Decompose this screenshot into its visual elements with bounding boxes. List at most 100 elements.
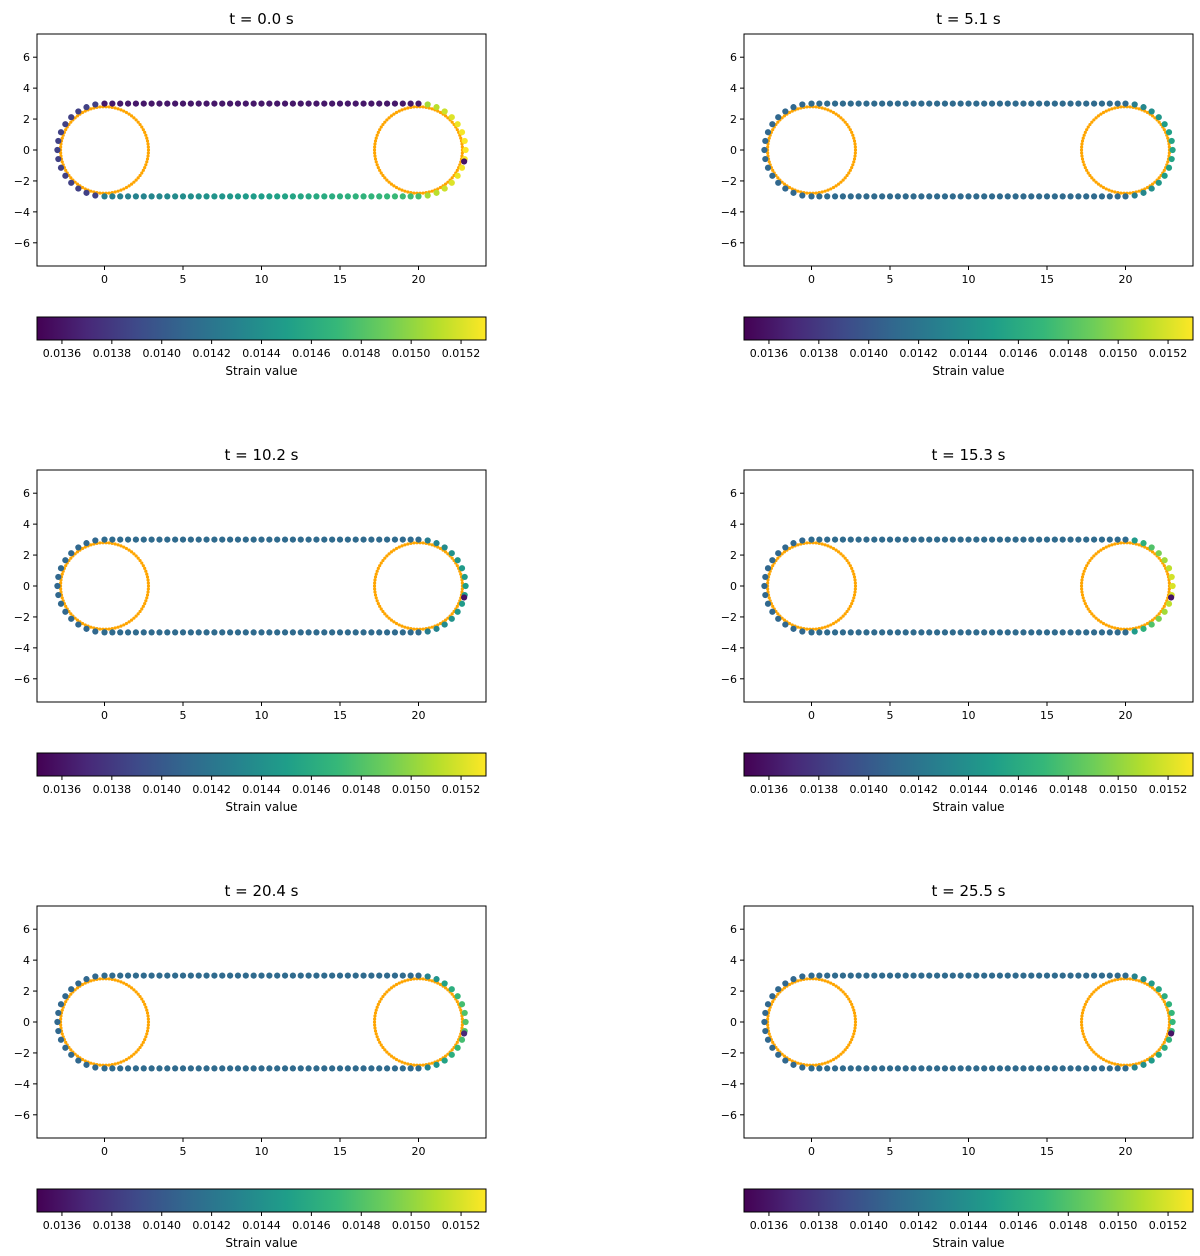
belt-point-right-arc — [1155, 615, 1162, 622]
belt-point-bottom — [1059, 1065, 1066, 1072]
axes-frame — [743, 33, 1194, 267]
pulley-point — [89, 107, 93, 111]
belt-point-top — [242, 536, 249, 543]
pulley-point — [1083, 1002, 1087, 1006]
pulley-point — [113, 1062, 117, 1066]
belt-point-left-arc — [57, 1001, 65, 1008]
pulley-point — [814, 105, 818, 109]
pulley-point — [834, 548, 838, 552]
colorbar-label: Strain value — [225, 364, 297, 378]
pulley-point — [1128, 977, 1132, 981]
pulley-point — [385, 614, 389, 618]
pulley-point — [771, 128, 775, 132]
pulley-point — [841, 118, 845, 122]
pulley-point — [385, 118, 389, 122]
pulley-point — [381, 173, 385, 178]
belt-point-bottom — [824, 193, 831, 200]
belt-point-top — [313, 972, 320, 979]
pulley-point — [796, 625, 800, 629]
pulley-point — [1099, 984, 1103, 988]
pulley-point — [141, 128, 145, 132]
pulley-point — [1080, 1011, 1085, 1015]
colorbar-tick-label: 0.0152 — [1149, 1219, 1188, 1232]
pulley-point — [787, 185, 792, 190]
belt-point-bottom — [179, 193, 187, 200]
belt-point-bottom — [383, 193, 391, 200]
pulley-point — [790, 109, 794, 113]
pulley-point — [83, 187, 87, 191]
pulley-point — [836, 618, 841, 622]
belt-point-right-arc — [1168, 1009, 1175, 1017]
pulley-point — [381, 609, 385, 614]
pulley-point — [1096, 986, 1101, 990]
pulley-point — [383, 556, 387, 560]
belt-point-left-arc — [799, 101, 806, 108]
belt-point-left-arc — [762, 591, 769, 599]
belt-point-top — [321, 972, 328, 979]
belt-point-top — [336, 536, 344, 543]
belt-point-bottom — [886, 193, 894, 200]
pulley-point — [767, 1008, 771, 1012]
y-tick-label: 2 — [23, 549, 30, 562]
belt-point-bottom — [195, 1065, 202, 1072]
pulley-point — [839, 116, 843, 120]
pulley-point — [116, 1061, 120, 1065]
belt-point-bottom — [266, 193, 273, 200]
belt-point-right-arc — [1148, 544, 1155, 551]
pulley-point — [146, 154, 150, 158]
pulley-point — [853, 142, 857, 146]
colorbar-tick-label: 0.0150 — [1099, 783, 1138, 796]
pulley-point — [1080, 151, 1084, 155]
belt-point-top — [973, 972, 980, 979]
belt-point-left-arc — [782, 1057, 789, 1064]
belt-point-left-arc — [762, 573, 769, 581]
belt-point-bottom — [289, 629, 296, 636]
pulley-point — [796, 1061, 800, 1065]
y-tick-label: 6 — [23, 51, 30, 64]
pulley-point — [389, 550, 394, 554]
pulley-point — [460, 1017, 464, 1021]
belt-point-top — [1083, 100, 1090, 107]
pulley-point — [406, 106, 410, 110]
x-tick-label: 5 — [180, 1145, 187, 1158]
belt-point-bottom — [957, 1065, 964, 1072]
pulley-point — [1086, 1043, 1090, 1047]
colorbar-tick-label: 0.0144 — [242, 347, 281, 360]
pulley-point — [443, 986, 448, 990]
pulley-point — [1080, 154, 1084, 158]
pulley-point — [146, 578, 150, 582]
x-tick-label: 0 — [808, 709, 815, 722]
pulley-point — [1157, 176, 1161, 180]
pulley-point — [136, 1048, 140, 1052]
belt-point-top — [187, 536, 194, 543]
belt-point-right-arc — [448, 179, 455, 186]
pulley-point — [853, 1020, 858, 1024]
pulley-point — [767, 136, 771, 140]
pulley-point — [134, 554, 138, 558]
belt-point-bottom — [855, 193, 862, 200]
pulley-point — [140, 1043, 144, 1047]
belt-point-top — [305, 100, 312, 107]
belt-point-top — [297, 100, 304, 107]
belt-point-top — [879, 100, 886, 107]
belt-point-right-arc — [1165, 600, 1173, 607]
belt-point-top — [258, 100, 265, 107]
belt-point-right-arc — [1161, 993, 1168, 1000]
belt-point-top — [1090, 100, 1098, 107]
belt-point-bottom — [195, 193, 202, 200]
belt-point-bottom — [211, 629, 218, 636]
pulley-point — [119, 108, 123, 112]
pulley-point — [1101, 185, 1106, 190]
belt-point-right-arc — [1169, 1018, 1176, 1026]
pulley-point — [98, 191, 102, 195]
belt-point-bottom — [344, 1065, 351, 1072]
pulley-point — [823, 1061, 827, 1065]
pulley-point — [1145, 982, 1150, 987]
pulley-point — [1096, 1054, 1101, 1058]
pulley-point — [843, 1048, 847, 1052]
pulley-point — [144, 599, 148, 603]
colorbar-tick-label: 0.0146 — [292, 347, 331, 360]
colorbar-tick-label: 0.0148 — [1049, 347, 1088, 360]
